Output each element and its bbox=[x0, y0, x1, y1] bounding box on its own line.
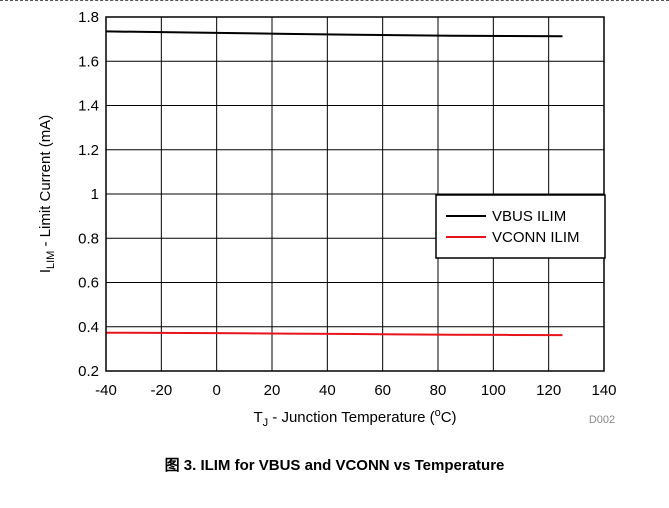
top-divider bbox=[0, 0, 669, 1]
x-tick-label: 20 bbox=[264, 382, 281, 399]
y-tick-labels: 0.2 0.4 0.6 0.8 1 1.2 1.4 1.6 1.8 bbox=[78, 9, 99, 380]
legend-label-vconn: VCONN ILIM bbox=[492, 229, 580, 246]
y-axis-title: ILIM - Limit Current (mA) bbox=[37, 115, 57, 273]
y-tick-label: 1.2 bbox=[78, 142, 99, 159]
y-tick-label: 0.6 bbox=[78, 275, 99, 292]
legend-label-vbus: VBUS ILIM bbox=[492, 208, 566, 225]
plot-frame bbox=[105, 16, 605, 372]
figure-caption: 图 3. ILIM for VBUS and VCONN vs Temperat… bbox=[164, 457, 505, 474]
series-layer bbox=[105, 30, 563, 337]
x-tick-labels: -40 -20 0 20 40 60 80 100 120 140 bbox=[95, 382, 616, 399]
grid-layer bbox=[105, 16, 605, 372]
legend-box bbox=[435, 194, 606, 259]
x-tick-label: 60 bbox=[374, 382, 391, 399]
y-tick-label: 0.4 bbox=[78, 319, 99, 336]
y-tick-label: 1.4 bbox=[78, 98, 99, 115]
x-tick-label: 140 bbox=[591, 382, 616, 399]
series-line-vconn-ilim bbox=[105, 331, 563, 337]
figure-code: D002 bbox=[589, 414, 615, 426]
x-tick-label: -20 bbox=[150, 382, 172, 399]
x-tick-label: -40 bbox=[95, 382, 117, 399]
y-tick-label: 0.8 bbox=[78, 230, 99, 247]
y-tick-label: 0.2 bbox=[78, 363, 99, 380]
x-tick-label: 80 bbox=[430, 382, 447, 399]
line-chart: -40 -20 0 20 40 60 80 100 120 140 0.2 0.4 0.6 0.8 1 1.… bbox=[37, 9, 617, 429]
y-tick-label: 1.8 bbox=[78, 9, 99, 26]
series-line-vbus-ilim bbox=[105, 30, 563, 38]
x-tick-label: 120 bbox=[536, 382, 561, 399]
y-tick-label: 1 bbox=[91, 186, 99, 203]
x-tick-label: 40 bbox=[319, 382, 336, 399]
legend: VBUS ILIM VCONN ILIM bbox=[435, 194, 606, 259]
y-tick-label: 1.6 bbox=[78, 53, 99, 70]
x-tick-label: 0 bbox=[212, 382, 220, 399]
x-tick-label: 100 bbox=[481, 382, 506, 399]
x-axis-title: TJ - Junction Temperature (oC) bbox=[253, 407, 456, 429]
